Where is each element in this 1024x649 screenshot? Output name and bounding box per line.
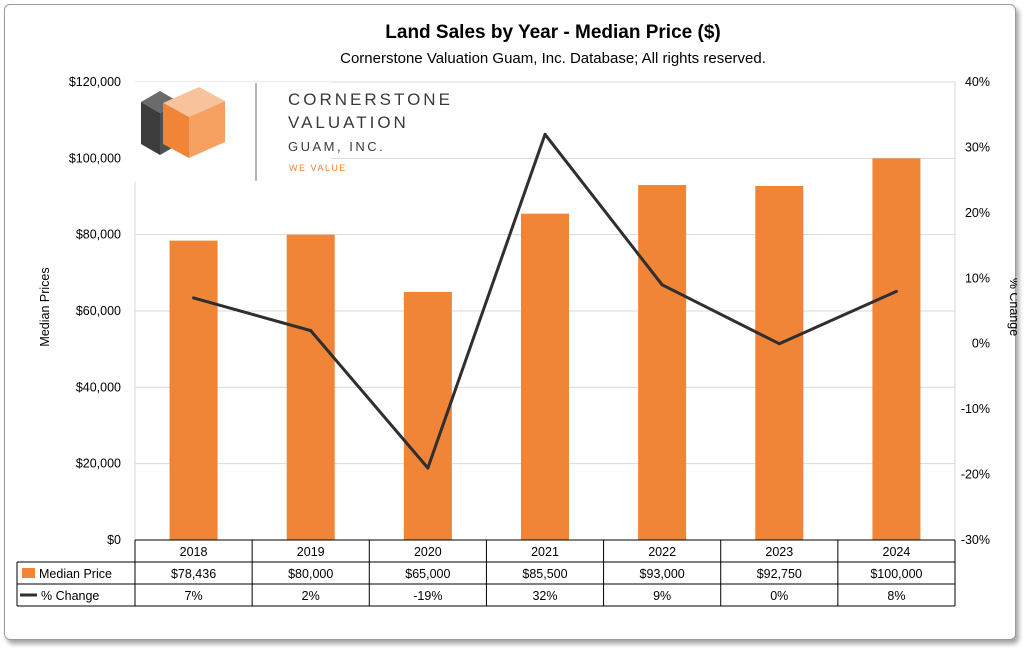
right-tick-label: 0% xyxy=(972,337,990,351)
category-label: 2021 xyxy=(531,545,559,559)
right-tick-label: -10% xyxy=(961,402,990,416)
bar xyxy=(872,158,921,541)
pct-value-label: 32% xyxy=(532,589,557,603)
logo-line-3: GUAM, INC. xyxy=(288,139,385,154)
line-point xyxy=(894,289,898,293)
category-label: 2018 xyxy=(180,545,208,559)
legend-label-bar: Median Price xyxy=(39,567,112,581)
left-tick-label: $120,000 xyxy=(69,75,121,89)
left-tick-label: $80,000 xyxy=(76,228,121,242)
left-tick-label: $40,000 xyxy=(76,380,121,394)
chart-title: Land Sales by Year - Median Price ($) xyxy=(385,22,720,43)
left-axis-ticks: $0 $20,000 $40,000 $60,000 $80,000 $100,000 $1… xyxy=(69,75,121,547)
legend-label-line: % Change xyxy=(41,589,99,603)
category-label: 2022 xyxy=(648,545,676,559)
company-logo: CORNERSTONE VALUATION GUAM, INC. WE VALU… xyxy=(131,82,453,182)
pct-value-label: 8% xyxy=(887,589,905,603)
category-label: 2020 xyxy=(414,545,442,559)
bar xyxy=(169,240,218,541)
bar-value-label: $85,500 xyxy=(522,567,567,581)
legend-swatch-bar xyxy=(22,568,35,578)
data-table: 2018 $78,436 7% 2019 $80,000 2% 2020 $65,000 -19… xyxy=(16,539,956,607)
bar xyxy=(286,234,335,540)
logo-line-2: VALUATION xyxy=(288,113,409,132)
line-point xyxy=(660,283,664,287)
line-point xyxy=(543,132,547,136)
right-tick-label: 20% xyxy=(965,206,990,220)
bar xyxy=(403,291,452,540)
pct-value-label: 9% xyxy=(653,589,671,603)
bar xyxy=(755,186,804,541)
right-axis-label: % Change xyxy=(1007,278,1017,336)
line-point xyxy=(777,342,781,346)
right-tick-label: 10% xyxy=(965,271,990,285)
line-point xyxy=(309,329,313,333)
logo-mark xyxy=(141,87,225,158)
category-label: 2024 xyxy=(883,545,911,559)
left-tick-label: $20,000 xyxy=(76,457,121,471)
bar xyxy=(521,213,569,541)
logo-tagline: WE VALUE xyxy=(289,163,347,173)
right-tick-label: 40% xyxy=(965,75,990,89)
left-tick-label: $100,000 xyxy=(69,151,121,165)
category-label: 2019 xyxy=(297,545,325,559)
right-tick-label: -30% xyxy=(961,533,990,547)
left-axis-label: Median Prices xyxy=(38,267,52,346)
right-tick-label: 30% xyxy=(965,140,990,154)
right-axis-ticks: -30% -20% -10% 0% 10% 20% 30% 40% xyxy=(961,75,990,547)
pct-value-label: 7% xyxy=(185,589,203,603)
chart-frame: Land Sales by Year - Median Price ($) Co… xyxy=(4,4,1017,640)
bar xyxy=(638,185,687,541)
pct-value-label: 2% xyxy=(302,589,320,603)
line-point xyxy=(192,296,196,300)
bar-value-label: $65,000 xyxy=(405,567,450,581)
left-tick-label: $60,000 xyxy=(76,304,121,318)
logo-line-1: CORNERSTONE xyxy=(288,90,453,109)
pct-value-label: -19% xyxy=(413,589,442,603)
left-tick-label: $0 xyxy=(107,533,121,547)
pct-value-label: 0% xyxy=(770,589,788,603)
bar-series xyxy=(169,158,921,541)
bar-value-label: $78,436 xyxy=(171,567,216,581)
bar-value-label: $80,000 xyxy=(288,567,333,581)
right-tick-label: -20% xyxy=(961,468,990,482)
bar-value-label: $93,000 xyxy=(640,567,685,581)
chart-subtitle: Cornerstone Valuation Guam, Inc. Databas… xyxy=(340,50,766,67)
bar-value-label: $100,000 xyxy=(870,567,922,581)
bar-value-label: $92,750 xyxy=(757,567,802,581)
line-series xyxy=(192,132,898,470)
line-point xyxy=(426,466,430,470)
category-label: 2023 xyxy=(765,545,793,559)
combo-chart: Land Sales by Year - Median Price ($) Co… xyxy=(16,22,1017,607)
